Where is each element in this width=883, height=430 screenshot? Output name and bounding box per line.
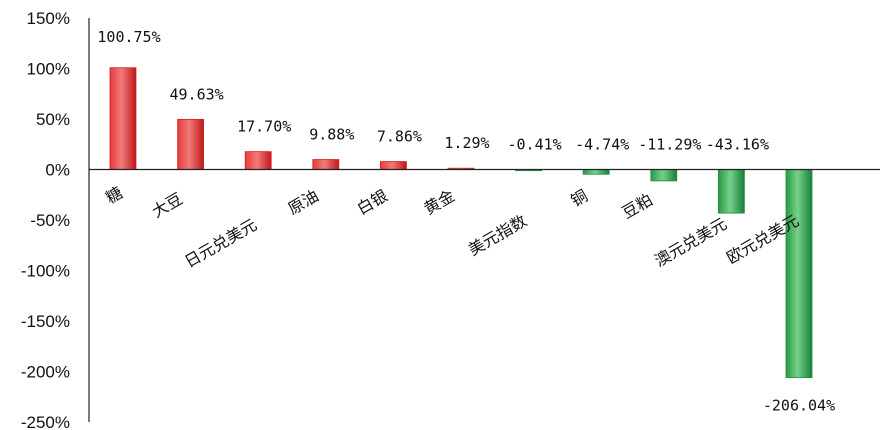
- bar-10: [718, 169, 745, 214]
- category-label: 美元指数: [465, 211, 530, 259]
- category-label: 糖: [103, 183, 126, 207]
- bars: [109, 67, 813, 379]
- data-label: -4.74%: [575, 136, 629, 154]
- data-label: -0.41%: [508, 136, 562, 154]
- data-label: 7.86%: [377, 128, 422, 146]
- data-label: 49.63%: [170, 85, 224, 103]
- category-label: 白银: [354, 186, 391, 218]
- bar-8: [582, 169, 610, 175]
- data-label: -206.04%: [763, 397, 835, 415]
- category-label: 豆粕: [619, 190, 656, 222]
- data-label: 100.75%: [97, 28, 160, 46]
- y-tick-label: -50%: [30, 211, 70, 230]
- bar-9: [650, 169, 678, 182]
- data-label: 9.88%: [309, 126, 354, 144]
- bar-1: [109, 67, 137, 170]
- y-tick-label: -100%: [21, 262, 70, 281]
- y-tick-label: 150%: [27, 9, 70, 28]
- y-tick-label: -150%: [21, 312, 70, 331]
- bar-11: [785, 169, 813, 379]
- y-tick-label: -250%: [21, 413, 70, 430]
- category-label: 日元兑美元: [181, 215, 260, 271]
- data-label: -43.16%: [706, 136, 769, 154]
- category-label: 大豆: [149, 189, 186, 221]
- y-tick-label: 100%: [27, 60, 70, 79]
- data-label: 1.29%: [444, 134, 489, 152]
- category-labels: 糖大豆日元兑美元原油 白银 黄金美元指数铜 豆粕澳元兑美元欧元兑美元: [103, 183, 802, 271]
- y-axis-tick-labels: 150% 100% 50% 0% -50% -100% -150% -200% -250%: [21, 9, 70, 430]
- bar-4: [312, 159, 340, 170]
- bar-5: [379, 161, 407, 170]
- bar-2: [177, 118, 205, 170]
- category-label: 原油: [285, 186, 322, 218]
- category-label: 铜: [568, 186, 591, 210]
- category-label: 黄金: [421, 186, 458, 218]
- y-tick-label: -200%: [21, 363, 70, 382]
- bar-3: [244, 151, 272, 170]
- y-tick-label: 0%: [45, 161, 70, 180]
- data-label: 17.70%: [237, 118, 291, 136]
- data-label: -11.29%: [638, 136, 701, 154]
- y-tick-label: 50%: [36, 110, 70, 129]
- data-labels: 100.75% 49.63% 17.70% 9.88% 7.86% 1.29% -0.41%…: [97, 28, 835, 415]
- category-label: 澳元兑美元: [651, 214, 730, 270]
